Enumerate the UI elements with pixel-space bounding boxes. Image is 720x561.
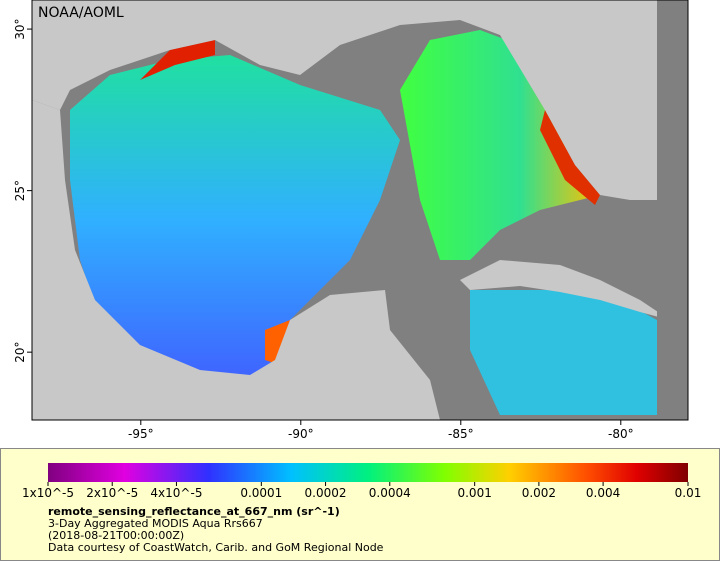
coastal-red-north — [140, 40, 215, 80]
colorbar-tick-label: 1x10^-5 — [22, 486, 74, 500]
legend-time: (2018-08-21T00:00:00Z) — [48, 529, 184, 542]
colorbar-ticks: 1x10^-5 2x10^-5 4x10^-5 0.0001 0.0002 0.0004 0… — [22, 482, 701, 500]
west-gulf-data — [70, 55, 400, 385]
colorbar-tick-label: 0.0004 — [369, 486, 411, 500]
lat-tick-label: 25° — [13, 180, 27, 201]
legend-description: 3-Day Aggregated MODIS Aqua Rrs667 — [48, 517, 263, 530]
colorbar-tick-label: 0.004 — [586, 486, 620, 500]
lon-tick-label: -85° — [448, 427, 474, 441]
legend-credit: Data courtesy of CoastWatch, Carib. and … — [48, 541, 384, 554]
colorbar-tick-label: 0.002 — [522, 486, 556, 500]
map-area — [32, 0, 688, 420]
colorbar-tick-label: 0.0002 — [305, 486, 347, 500]
map-frame — [31, 0, 689, 421]
lon-tick-label: -90° — [288, 427, 314, 441]
east-gulf-data — [400, 30, 600, 260]
lat-tick-label: 20° — [13, 342, 27, 363]
lon-tick-label: -95° — [128, 427, 154, 441]
colorbar-tick-label: 0.01 — [675, 486, 702, 500]
land-mexico — [32, 100, 440, 420]
south-east-data — [470, 290, 657, 415]
coastal-red-yucatan — [265, 320, 290, 365]
colorbar-tick-label: 2x10^-5 — [86, 486, 138, 500]
lon-tick-label: -80° — [608, 427, 634, 441]
colorbar-tick-label: 0.0001 — [240, 486, 282, 500]
map-credit: NOAA/AOML — [38, 5, 124, 21]
lat-tick-label: 30° — [13, 18, 27, 39]
colorbar — [48, 463, 688, 482]
map-axes: -95° -90° -85° -80° 30° 25° 20° — [13, 18, 634, 441]
data-edge — [657, 0, 688, 420]
colorbar-tick-label: 4x10^-5 — [150, 486, 202, 500]
colorbar-tick-label: 0.001 — [457, 486, 491, 500]
land-cuba — [460, 260, 670, 320]
coastal-red-florida — [540, 110, 600, 205]
land-north — [32, 0, 657, 200]
legend-variable: remote_sensing_reflectance_at_667_nm (sr… — [48, 505, 340, 518]
